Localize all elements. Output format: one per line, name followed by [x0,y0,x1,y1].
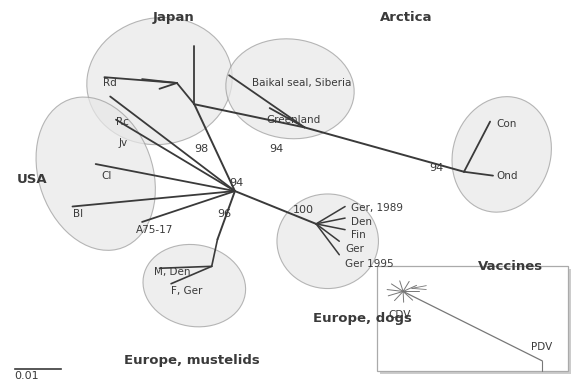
Ellipse shape [87,17,232,145]
Text: 98: 98 [194,144,209,154]
Text: Ger: Ger [345,244,364,254]
Text: Con: Con [496,119,516,129]
Text: Europe, mustelids: Europe, mustelids [124,354,259,367]
Text: 94: 94 [429,163,444,173]
Ellipse shape [143,244,245,327]
Text: Den: Den [351,217,372,227]
Text: Arctica: Arctica [380,11,432,24]
FancyBboxPatch shape [377,266,568,371]
Text: 96: 96 [218,209,231,219]
Text: CDV: CDV [389,310,411,320]
Text: Bl: Bl [72,209,82,219]
Text: 94: 94 [229,178,244,188]
Text: Europe, dogs: Europe, dogs [313,312,412,325]
Text: Rd: Rd [103,78,117,88]
Text: Rc: Rc [116,117,129,127]
Text: A75-17: A75-17 [136,225,173,235]
Text: Japan: Japan [153,11,195,24]
Text: Ger 1995: Ger 1995 [345,259,394,269]
Ellipse shape [452,96,552,212]
Text: 0.01: 0.01 [14,371,39,381]
Text: USA: USA [17,173,47,186]
Text: Fin: Fin [351,230,365,240]
Text: Ger, 1989: Ger, 1989 [351,203,403,213]
Text: Cl: Cl [102,171,112,181]
Ellipse shape [226,39,354,139]
Text: Ond: Ond [496,171,517,181]
Text: Vaccines: Vaccines [478,260,543,273]
Text: 100: 100 [293,205,314,215]
Text: F, Ger: F, Ger [171,286,202,296]
Text: PDV: PDV [531,342,552,352]
Text: Jv: Jv [119,138,128,148]
Text: 94: 94 [270,144,284,154]
Text: M, Den: M, Den [154,267,190,277]
Text: Baikal seal, Siberia: Baikal seal, Siberia [252,78,351,88]
FancyBboxPatch shape [380,269,571,374]
Ellipse shape [277,194,378,289]
Text: Greenland: Greenland [267,115,321,125]
Ellipse shape [36,97,155,251]
